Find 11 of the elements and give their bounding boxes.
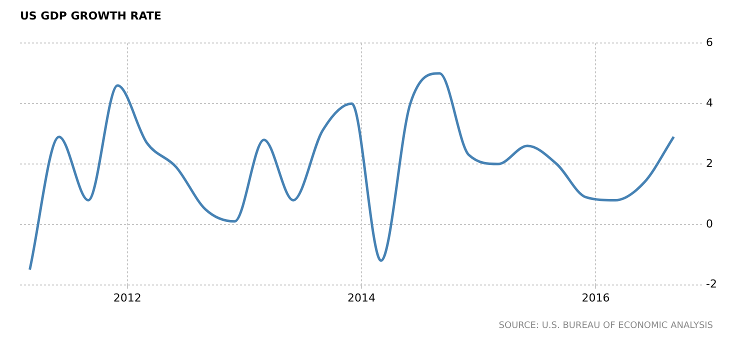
x-tick-label: 2012 — [113, 291, 142, 304]
y-tick-label: 6 — [706, 36, 714, 50]
line-series — [28, 72, 676, 271]
source-note: SOURCE: U.S. BUREAU OF ECONOMIC ANALYSIS — [498, 321, 714, 331]
x-tick-label: 2014 — [348, 291, 376, 304]
y-tick-label: 4 — [706, 96, 714, 110]
y-tick-label: -2 — [706, 278, 717, 291]
y-tick-label: 2 — [706, 156, 714, 170]
chart-title: US GDP GROWTH RATE — [20, 9, 162, 22]
x-tick-label: 2016 — [582, 291, 610, 304]
y-tick-label: 0 — [706, 217, 714, 230]
